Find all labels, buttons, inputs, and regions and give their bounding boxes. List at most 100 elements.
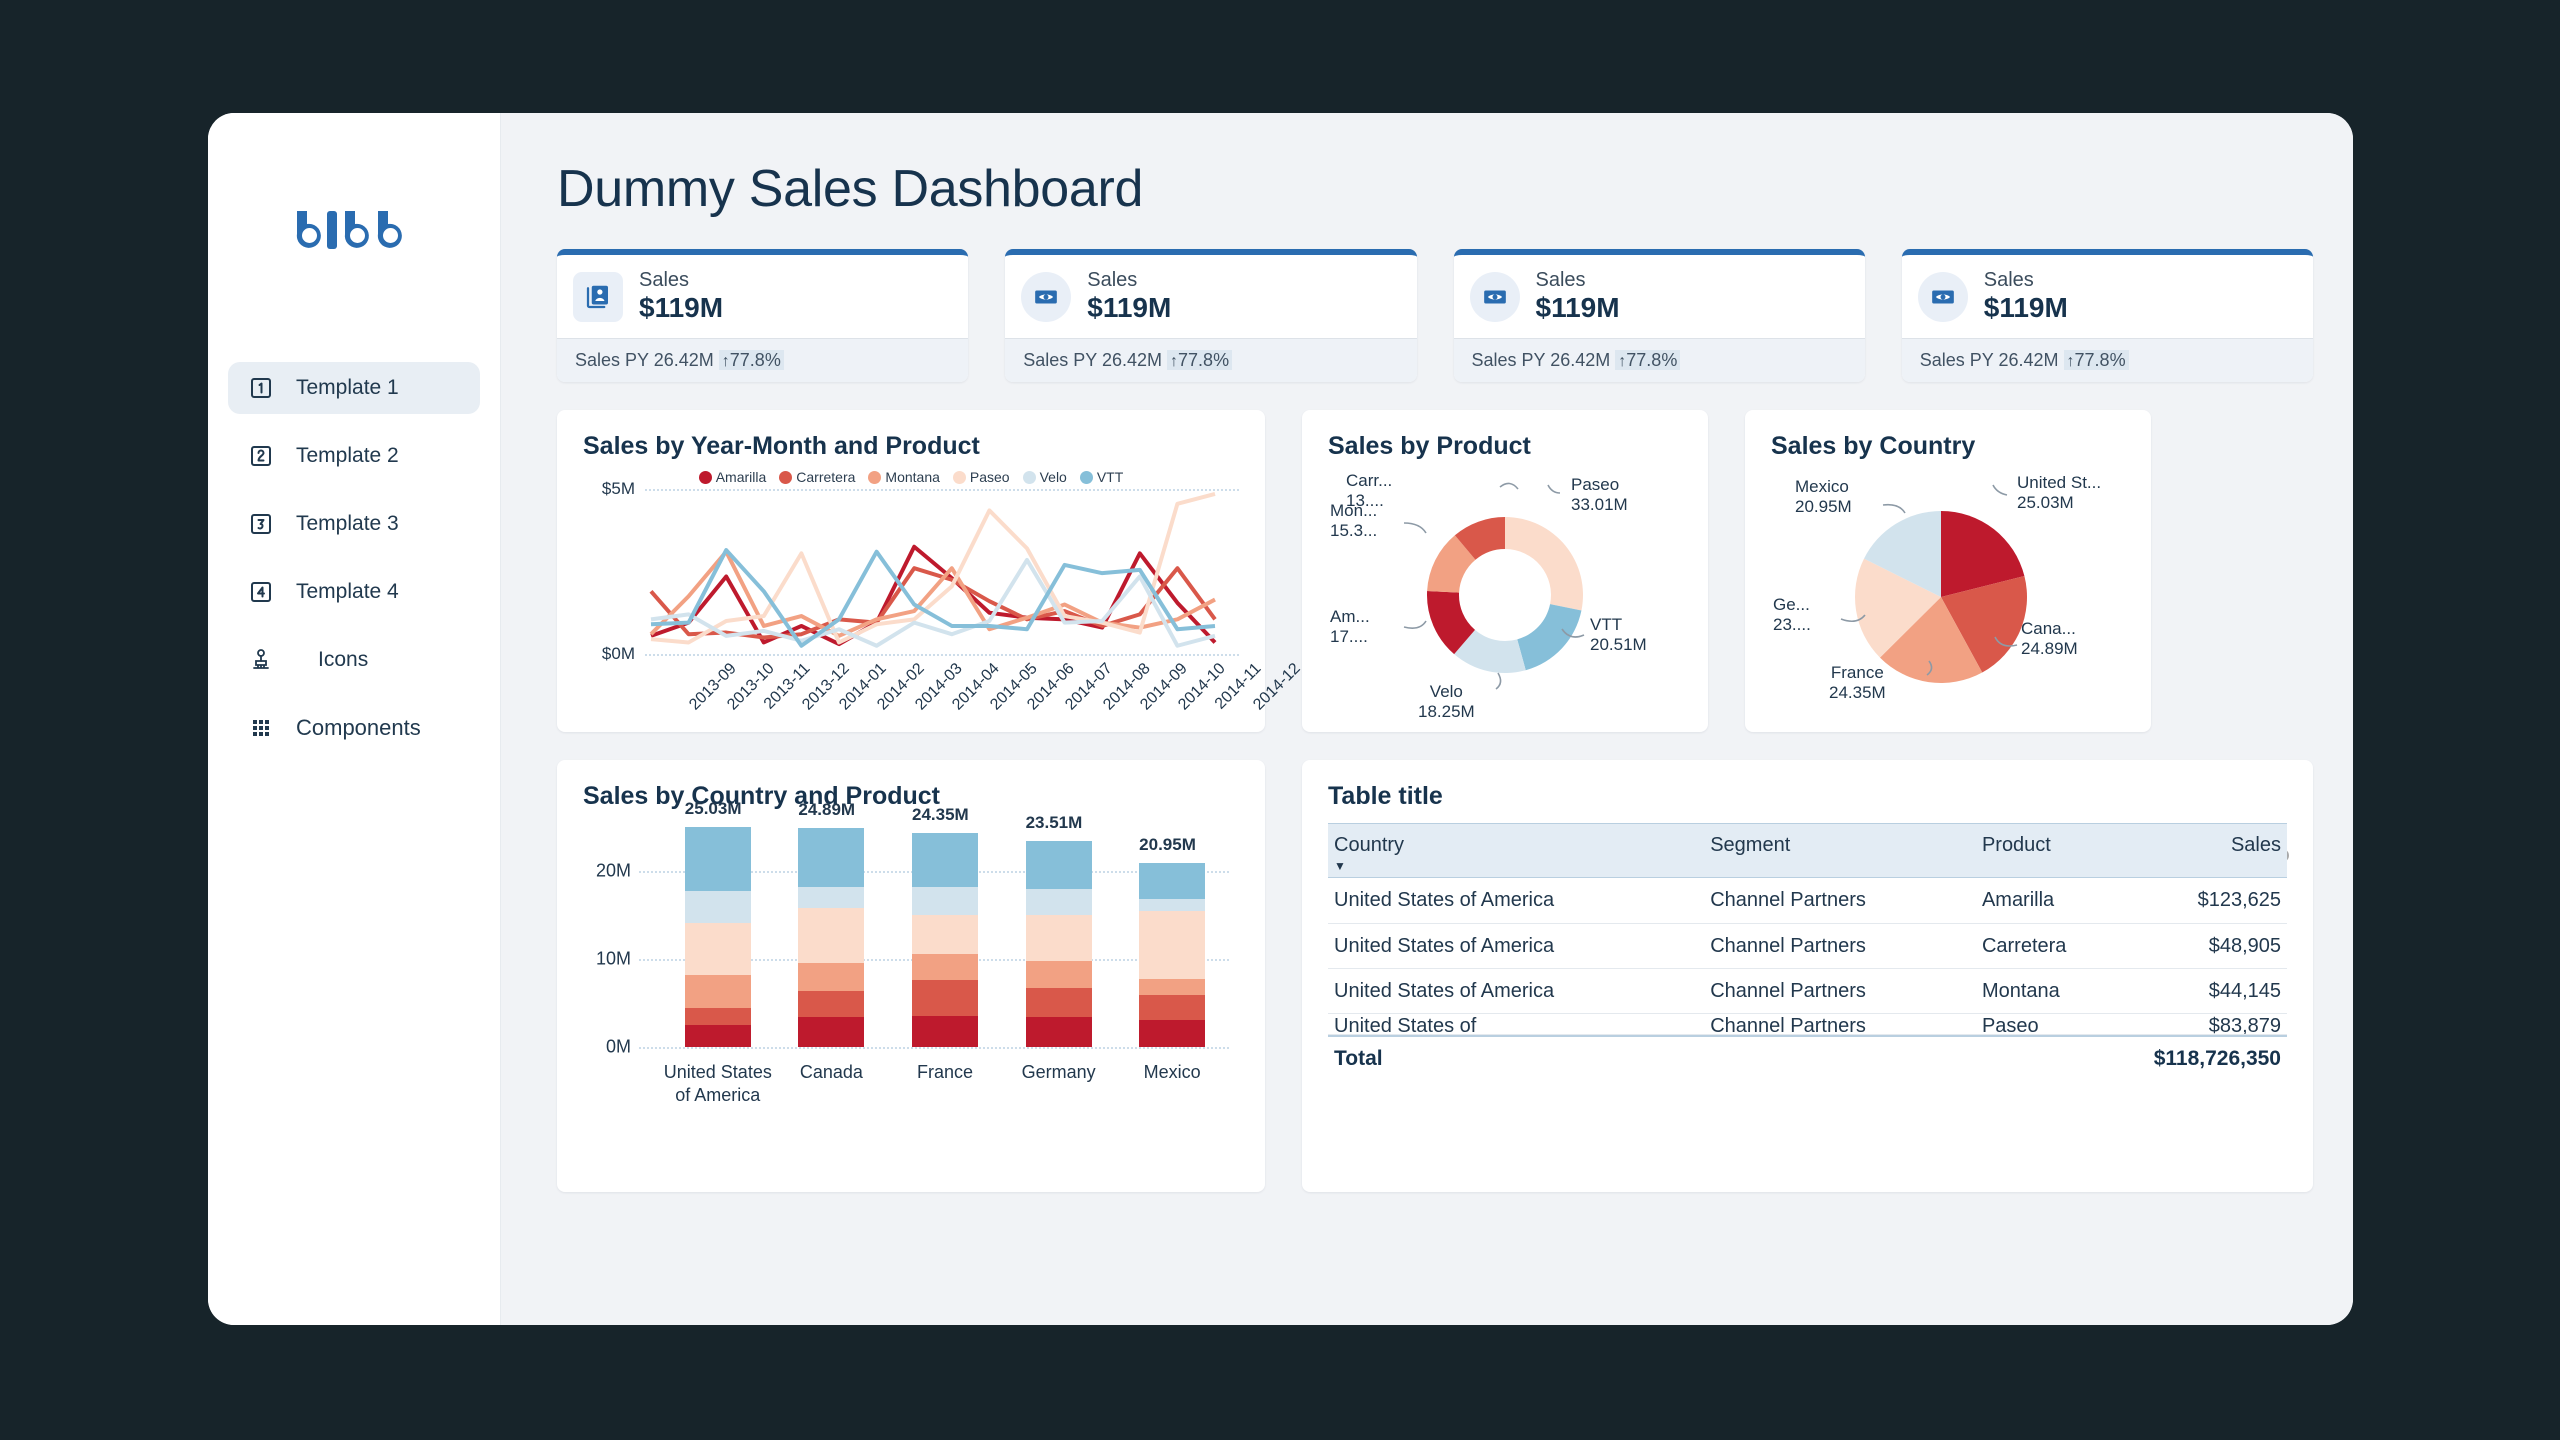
pie-slice-name: Velo [1429, 682, 1463, 702]
kpi-delta: ↑77.8% [2063, 350, 2129, 371]
sidebar-item-template-2[interactable]: Template 2 [228, 430, 480, 482]
kpi-card-2[interactable]: Sales $119M Sales PY 26.42M ↑77.8% [1005, 249, 1417, 383]
bar-stack: 23.51M [1025, 813, 1092, 1048]
line-series [650, 544, 1217, 647]
bar-segment [798, 828, 865, 887]
bar-segment [684, 827, 751, 892]
pie-slice[interactable] [1454, 630, 1526, 674]
pie-slice-label: Mon... 15.3... [1330, 501, 1377, 541]
pie-slice-name: United St... [2017, 473, 2102, 493]
legend-item[interactable]: Amarilla [698, 469, 766, 485]
pie-leader-line [1561, 628, 1585, 638]
table-row[interactable]: United States of America Channel Partners… [1328, 923, 2287, 969]
table-row[interactable]: United States of America Channel Partners… [1328, 968, 2287, 1015]
line-chart-legend: Amarilla Carretera Montana Paseo Velo VTT [583, 469, 1239, 485]
kpi-value: $119M [1087, 292, 1172, 323]
pie-slice[interactable] [1517, 604, 1582, 671]
table-header-product[interactable]: Product [1975, 823, 2133, 879]
line-y-tick-label: $0M [601, 644, 635, 664]
bar-column[interactable]: 24.35M France [888, 805, 1002, 1082]
bar-segment [684, 1024, 751, 1048]
table-cell-segment: Channel Partners [1704, 1013, 1976, 1036]
bar-column[interactable]: 24.89M Canada [775, 800, 889, 1082]
pie-slice-value: 15.3... [1330, 521, 1378, 541]
sidebar-nav: Template 1 Template 2 [208, 362, 500, 754]
pie-slice[interactable] [1427, 591, 1476, 655]
card-title: Sales by Country [1771, 432, 1976, 461]
bar-x-tick-label: United States of America [663, 1062, 772, 1105]
bar-segment [1025, 889, 1092, 915]
table-header-sales[interactable]: Sales [2132, 823, 2287, 879]
pie-slice-name: Mexico [1795, 477, 1849, 497]
bar-column[interactable]: 20.95M Mexico [1115, 827, 1229, 1082]
pie-slice[interactable] [1427, 535, 1476, 593]
sidebar-item-label: Template 1 [296, 376, 399, 399]
legend-item[interactable]: Montana [868, 469, 940, 485]
legend-color-dot [868, 470, 882, 484]
pie-slice[interactable] [1454, 517, 1505, 560]
charts-row-2: Sales by Country and Product 0M 10M 20M 25.… [557, 760, 2313, 1193]
sidebar-item-components[interactable]: Components [228, 702, 480, 754]
bar-segment [1139, 899, 1206, 912]
pie-leader-line [1994, 636, 2018, 647]
pie-slice[interactable] [1879, 597, 1983, 684]
kpi-label: Sales [1535, 269, 1586, 291]
table-cell-segment: Channel Partners [1704, 968, 1976, 1015]
pie-slice-label: Ge... 23.... [1773, 595, 1811, 635]
legend-item[interactable]: VTT [1079, 469, 1123, 485]
kpi-card-3[interactable]: Sales $119M Sales PY 26.42M ↑77.8% [1453, 249, 1865, 383]
pie-slice-label: Am... 17.... [1330, 607, 1370, 647]
bar-stack: 25.03M [684, 799, 751, 1048]
pie-slice-label: Paseo 33.01M [1571, 475, 1628, 515]
data-table: Country ▼ Segment Product Sales United State… [1328, 823, 2287, 1036]
brand-logo[interactable] [208, 209, 500, 256]
kpi-delta: ↑77.8% [1615, 350, 1681, 371]
sidebar-item-icons[interactable]: Icons [228, 634, 480, 686]
pie-leader-line [1926, 660, 1933, 676]
pie-chart: United St... 25.03M Cana... 24.89M France 24.… [1771, 467, 2125, 735]
pie-slice[interactable] [1855, 558, 1941, 658]
pie-slice[interactable] [1941, 576, 2027, 673]
kpi-footer: Sales PY 26.42M ↑77.8% [1453, 338, 1865, 383]
bar-segment [1139, 863, 1206, 900]
kpi-text: Sales $119M [1984, 269, 2068, 324]
legend-item[interactable]: Paseo [952, 469, 1010, 485]
pie-leader-line [1403, 620, 1427, 630]
sidebar-item-template-4[interactable]: Template 4 [228, 566, 480, 618]
bar-segment [684, 1008, 751, 1025]
pie-slice-label: United St... 25.03M [2017, 473, 2101, 513]
pie-slice[interactable] [1864, 511, 1941, 598]
bar-segment [798, 962, 865, 991]
pie-leader-line [1495, 672, 1502, 690]
pie-slice[interactable] [1505, 517, 1583, 611]
bar-segment [911, 953, 978, 981]
kpi-row: Sales $119M Sales PY 26.42M ↑77.8% Sales $11… [557, 249, 2313, 383]
table-header-country[interactable]: Country ▼ [1328, 823, 1705, 879]
kpi-card-4[interactable]: Sales $119M Sales PY 26.42M ↑77.8% [1901, 249, 2313, 383]
kpi-delta: ↑77.8% [718, 350, 784, 371]
sidebar-item-label: Template 2 [296, 444, 399, 467]
bar-column[interactable]: 23.51M Germany [1002, 813, 1116, 1083]
pie-slice-name: Ge... [1773, 595, 1810, 615]
table-row[interactable]: United States of Channel Partners Paseo $83… [1328, 1013, 2287, 1036]
bar-column[interactable]: 25.03M United States of America [661, 799, 775, 1104]
legend-item[interactable]: Carretera [779, 469, 855, 485]
table-body: United States of America Channel Partners… [1328, 877, 2287, 1036]
table-row[interactable]: United States of America Channel Partners… [1328, 877, 2287, 924]
sidebar-item-template-1[interactable]: Template 1 [228, 362, 480, 414]
sort-descending-icon[interactable]: ▼ [1334, 859, 1346, 874]
pie-slice[interactable] [1941, 511, 2025, 598]
kpi-top: Sales $119M [1005, 255, 1416, 338]
kpi-card-1[interactable]: Sales $119M Sales PY 26.42M ↑77.8% [557, 249, 969, 383]
donut-chart: Paseo 33.01M VTT 20.51M Velo 18.25M Am... 17...… [1328, 467, 1682, 735]
table-header-segment[interactable]: Segment [1704, 823, 1976, 879]
legend-color-dot [779, 470, 793, 484]
number-4-square-icon [246, 577, 276, 607]
pie-slice-label: Carr... 13.... [1346, 471, 1392, 511]
bar-segment [1139, 979, 1206, 996]
sidebar-item-template-3[interactable]: Template 3 [228, 498, 480, 550]
legend-item[interactable]: Velo [1022, 469, 1067, 485]
arrow-up-icon: ↑ [2066, 353, 2075, 371]
sidebar-item-label: Template 4 [296, 580, 399, 603]
card-sales-by-country-and-product: Sales by Country and Product 0M 10M 20M 25.… [557, 760, 1265, 1193]
